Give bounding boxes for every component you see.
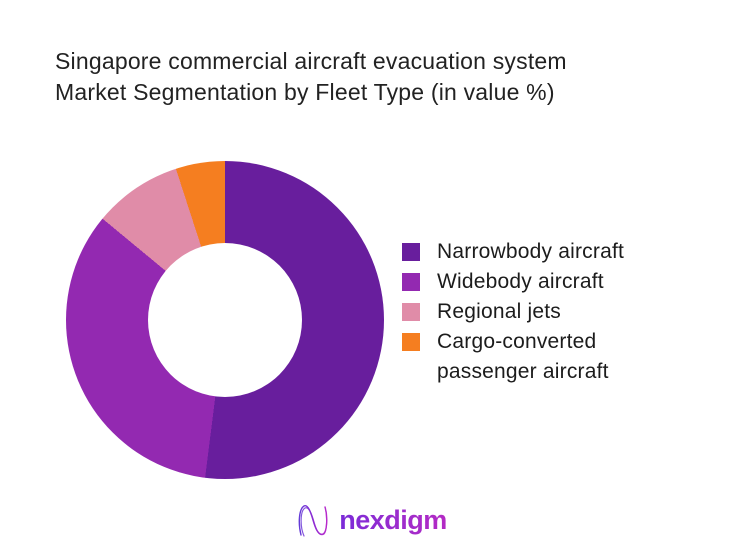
chart-title-line1: Singapore commercial aircraft evacuation… [55, 48, 567, 74]
nexdigm-logo-mark [298, 505, 328, 537]
chart-title-line2: Market Segmentation by Fleet Type (in va… [55, 79, 555, 105]
legend-label-widebody: Widebody aircraft [437, 270, 604, 293]
legend-swatch-widebody [402, 273, 420, 291]
legend-swatch-narrowbody [402, 243, 420, 261]
legend-label-regional-jets: Regional jets [437, 300, 562, 323]
legend-item-narrowbody: Narrowbody aircraft [402, 237, 624, 267]
chart-title: Singapore commercial aircraft evacuation… [55, 46, 567, 108]
legend-item-regional-jets: Regional jets [402, 297, 624, 327]
nexdigm-logo: nexdigm [0, 500, 743, 540]
legend-label-cargo-converted: Cargo-converted passenger aircraft [437, 330, 609, 383]
legend-item-widebody: Widebody aircraft [402, 267, 624, 297]
legend-item-cargo-converted: Cargo-converted passenger aircraft [402, 327, 624, 387]
nexdigm-logo-text: nexdigm [339, 504, 447, 535]
legend-label-narrowbody: Narrowbody aircraft [437, 240, 625, 263]
legend-swatch-cargo-converted [402, 333, 420, 351]
legend-swatch-regional-jets [402, 303, 420, 321]
donut-chart [66, 161, 384, 479]
chart-legend: Narrowbody aircraft Widebody aircraft Re… [402, 237, 624, 387]
donut-hole [148, 243, 302, 397]
